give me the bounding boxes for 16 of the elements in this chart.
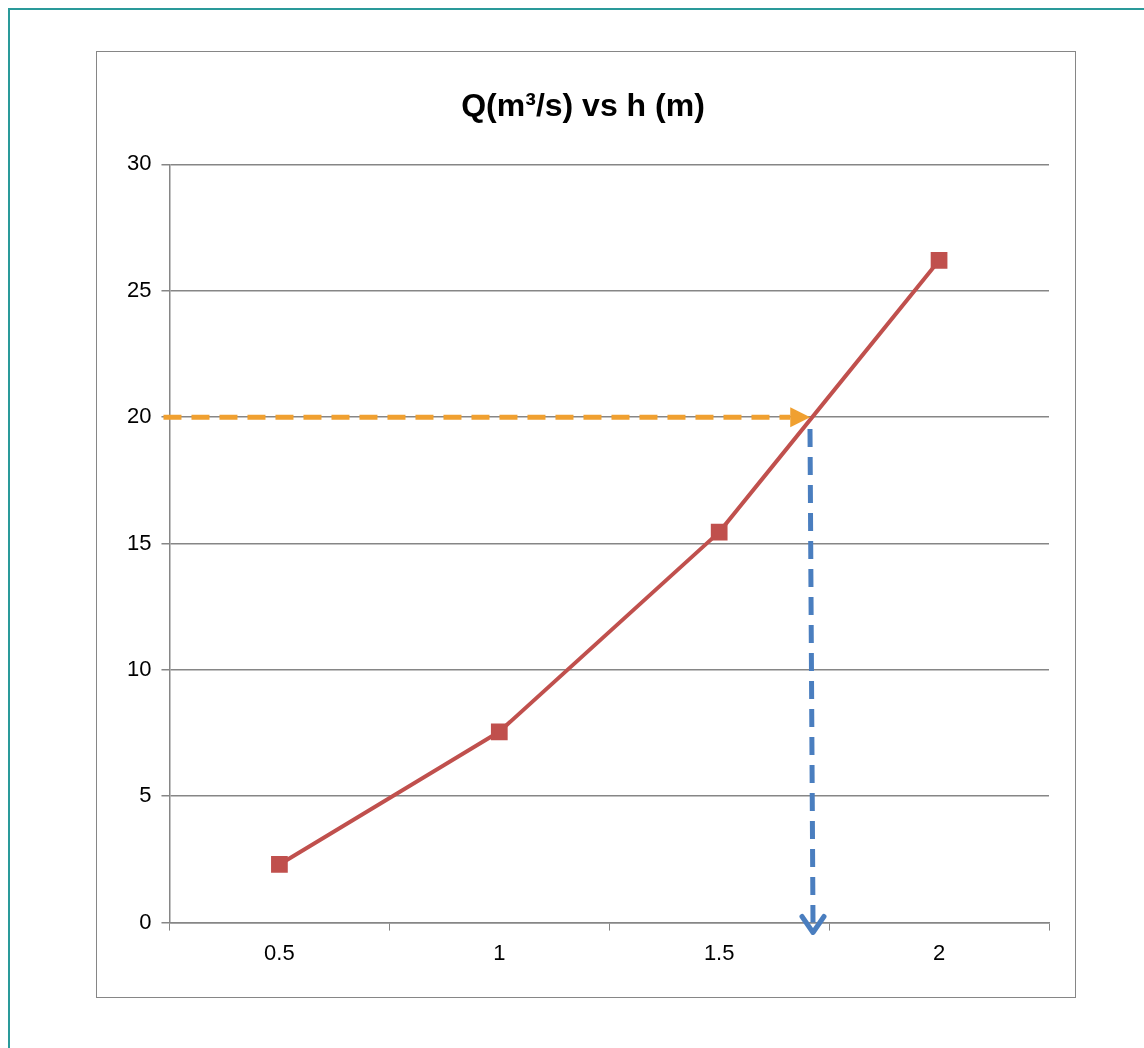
x-tick-label: 0.5 bbox=[264, 939, 295, 965]
y-tick-label: 0 bbox=[139, 908, 152, 934]
x-tick-label: 1 bbox=[493, 939, 506, 965]
y-tick-label: 30 bbox=[126, 150, 152, 176]
point bbox=[710, 523, 728, 541]
y-tick-label: 15 bbox=[126, 529, 152, 555]
point bbox=[271, 856, 288, 873]
y-tick-label: 10 bbox=[126, 655, 152, 681]
y-tick-label: 20 bbox=[126, 403, 152, 429]
point bbox=[490, 723, 508, 741]
y-tick-label: 25 bbox=[126, 276, 152, 302]
x-tick-label: 1.5 bbox=[703, 939, 735, 965]
chart-title: Q(m³/s) vs h (m) bbox=[461, 87, 705, 124]
point bbox=[930, 252, 948, 269]
x-tick-label: 2 bbox=[932, 939, 946, 965]
y-tick-label: 5 bbox=[139, 782, 152, 808]
